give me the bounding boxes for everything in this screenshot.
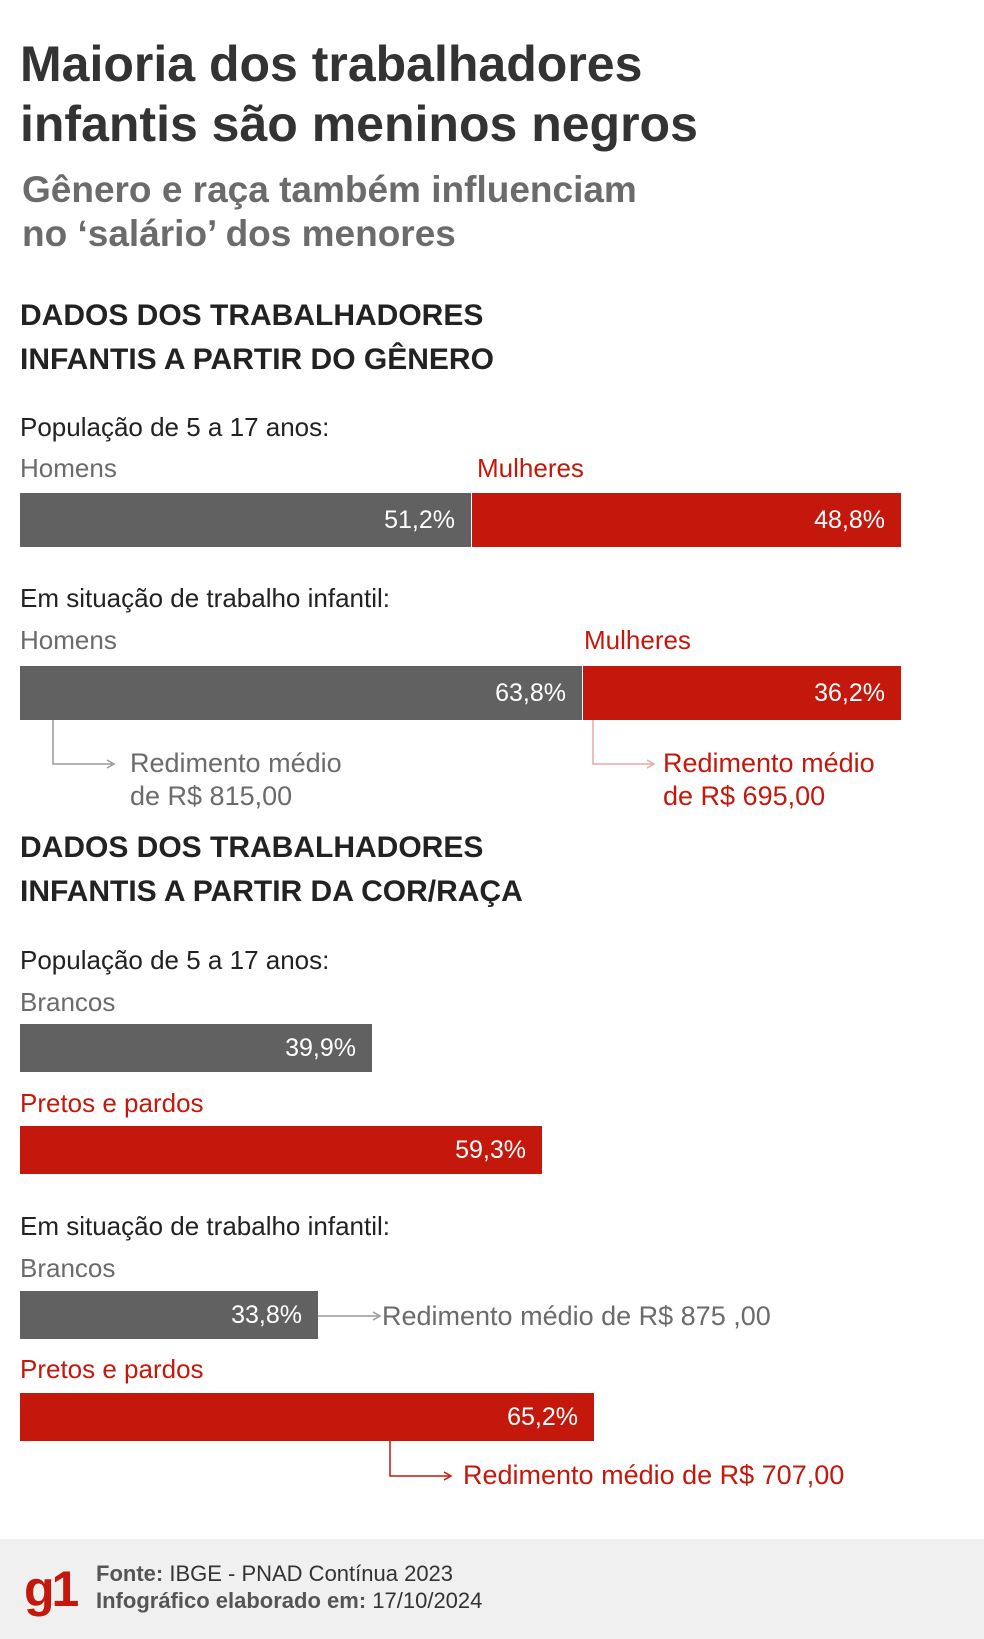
page-subtitle: Gênero e raça também influenciam no ‘sal… <box>22 168 962 256</box>
race-heading-line-1: DADOS DOS TRABALHADORES <box>20 831 484 864</box>
gender-labor-label: Em situação de trabalho infantil: <box>20 583 390 613</box>
race-population-black-bar: 59,3% <box>20 1126 542 1174</box>
gender-labor-men-value: 63,8% <box>495 678 566 707</box>
gender-population-men-value: 51,2% <box>384 505 455 534</box>
race-labor-white-value: 33,8% <box>231 1300 302 1329</box>
men-income-line-2: de R$ 815,00 <box>130 781 293 811</box>
subtitle-line-1: Gênero e raça também influenciam <box>22 169 637 210</box>
gender-population-label: População de 5 a 17 anos: <box>20 412 330 442</box>
gender-labor-men-bar: 63,8% <box>20 666 582 720</box>
gender-labor-men-label: Homens <box>20 625 117 655</box>
women-income-note: Redimento médio de R$ 695,00 <box>663 747 875 813</box>
source-label: Fonte: <box>96 1561 164 1586</box>
men-income-note: Redimento médio de R$ 815,00 <box>130 747 342 813</box>
gender-population-men-bar: 51,2% <box>20 493 471 547</box>
race-population-label: População de 5 a 17 anos: <box>20 945 330 975</box>
race-labor-white-label: Brancos <box>20 1253 116 1283</box>
gender-labor-women-bar: 36,2% <box>582 666 901 720</box>
black-income-note: Redimento médio de R$ 707,00 <box>463 1460 845 1490</box>
gender-labor-women-label: Mulheres <box>584 625 691 655</box>
race-labor-black-value: 65,2% <box>507 1402 578 1431</box>
black-income-connector <box>389 1441 453 1481</box>
g1-logo: g1 <box>24 1561 79 1617</box>
men-income-line-1: Redimento médio <box>130 748 342 778</box>
date-label: Infográfico elaborado em: <box>96 1588 367 1613</box>
white-income-note: Redimento médio de R$ 875 ,00 <box>382 1301 771 1331</box>
race-population-black-value: 59,3% <box>455 1135 526 1164</box>
date-line: Infográfico elaborado em: 17/10/2024 <box>96 1588 482 1614</box>
gender-population-women-bar: 48,8% <box>471 493 901 547</box>
race-labor-black-bar: 65,2% <box>20 1393 594 1441</box>
gender-population-women-value: 48,8% <box>814 505 885 534</box>
women-income-line-2: de R$ 695,00 <box>663 781 826 811</box>
race-labor-label: Em situação de trabalho infantil: <box>20 1211 390 1241</box>
race-population-white-label: Brancos <box>20 987 116 1017</box>
title-line-2: infantis são meninos negros <box>20 96 698 152</box>
footer <box>0 1539 984 1639</box>
white-income-connector <box>318 1311 382 1321</box>
gender-population-women-label: Mulheres <box>477 453 584 483</box>
gender-labor-women-value: 36,2% <box>814 678 885 707</box>
page-title: Maioria dos trabalhadores infantis são m… <box>20 34 960 154</box>
women-income-connector <box>592 720 656 769</box>
race-labor-black-label: Pretos e pardos <box>20 1354 204 1384</box>
source-value: IBGE - PNAD Contínua 2023 <box>169 1561 454 1586</box>
race-heading-line-2: INFANTIS A PARTIR DA COR/RAÇA <box>20 875 523 908</box>
men-income-connector <box>52 720 116 769</box>
race-section-heading: DADOS DOS TRABALHADORES INFANTIS A PARTI… <box>20 826 920 914</box>
gender-population-men-label: Homens <box>20 453 117 483</box>
race-population-white-bar: 39,9% <box>20 1024 372 1072</box>
gender-heading-line-1: DADOS DOS TRABALHADORES <box>20 299 484 332</box>
source-line: Fonte: IBGE - PNAD Contínua 2023 <box>96 1561 453 1587</box>
race-population-black-label: Pretos e pardos <box>20 1088 204 1118</box>
race-labor-white-bar: 33,8% <box>20 1291 318 1339</box>
gender-heading-line-2: INFANTIS A PARTIR DO GÊNERO <box>20 343 494 376</box>
subtitle-line-2: no ‘salário’ dos menores <box>22 213 456 254</box>
women-income-line-1: Redimento médio <box>663 748 875 778</box>
race-population-white-value: 39,9% <box>285 1033 356 1062</box>
gender-section-heading: DADOS DOS TRABALHADORES INFANTIS A PARTI… <box>20 294 920 382</box>
title-line-1: Maioria dos trabalhadores <box>20 36 643 92</box>
date-value: 17/10/2024 <box>372 1588 483 1613</box>
